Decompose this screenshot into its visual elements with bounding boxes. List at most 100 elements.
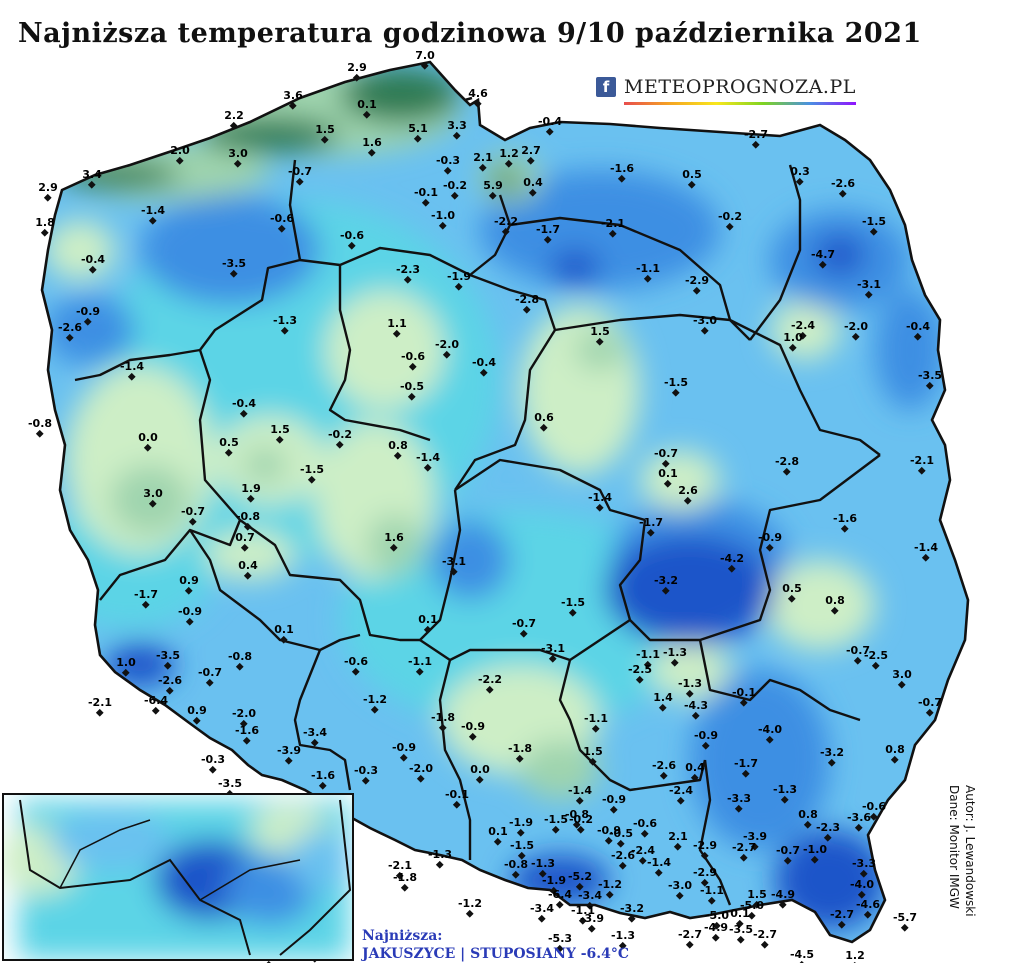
minimum-legend: Najniższa: JAKUSZYCE | STUPOSIANY -6.4°C: [362, 927, 629, 963]
temperature-label: 4.6: [468, 87, 488, 100]
temperature-label: -1.7: [536, 223, 560, 236]
station-marker: [205, 678, 214, 687]
temperature-label: -4.0: [758, 723, 782, 736]
temperature-label: -4.3: [684, 699, 708, 712]
station-marker: [760, 940, 769, 949]
temperature-label: -4.6: [856, 898, 880, 911]
temperature-label: 1.5: [590, 325, 610, 338]
station-marker: [551, 825, 560, 834]
station-marker: [739, 698, 748, 707]
temperature-label: -0.7: [654, 447, 678, 460]
temperature-label: -0.1: [445, 788, 469, 801]
station-marker: [863, 910, 872, 919]
station-marker: [403, 275, 412, 284]
temperature-label: -0.4: [906, 320, 930, 333]
station-marker: [479, 368, 488, 377]
temperature-label: -0.2: [569, 813, 593, 826]
station-marker: [673, 842, 682, 851]
temperature-label: 0.9: [187, 704, 207, 717]
station-marker: [851, 332, 860, 341]
temperature-label: -3.3: [727, 792, 751, 805]
temperature-label: -3.2: [820, 746, 844, 759]
temperature-label: 1.8: [35, 216, 55, 229]
station-marker: [361, 776, 370, 785]
station-marker: [95, 708, 104, 717]
station-marker: [288, 101, 297, 110]
station-marker: [747, 911, 756, 920]
station-marker: [765, 735, 774, 744]
station-marker: [395, 871, 404, 880]
temperature-label: -3.5: [222, 257, 246, 270]
station-labels: 2.9 7.0 4.6 3.6 0.1 2.2 1.5 5.1 3.3 1.6 -0.4 2.0 3.0…: [25, 49, 942, 962]
station-marker: [675, 891, 684, 900]
station-marker: [663, 479, 672, 488]
temperature-label: 2.0: [170, 144, 190, 157]
temperature-label: -2.7: [744, 128, 768, 141]
station-marker: [925, 708, 934, 717]
brand-name: METEOPROGNOZA.PL: [624, 76, 856, 98]
temperature-label: -2.4: [791, 319, 815, 332]
station-marker: [362, 110, 371, 119]
station-marker: [840, 524, 849, 533]
temperature-label: -2.0: [232, 707, 256, 720]
station-marker: [725, 222, 734, 231]
station-marker: [827, 758, 836, 767]
station-marker: [683, 496, 692, 505]
temperature-label: 3.0: [143, 487, 163, 500]
temperature-label: -1.1: [700, 884, 724, 897]
temperature-label: 1.2: [499, 147, 519, 160]
station-marker: [618, 861, 627, 870]
temperature-label: -1.8: [393, 871, 417, 884]
temperature-label: -1.9: [542, 874, 566, 887]
station-marker: [616, 839, 625, 848]
temperature-label: 0.1: [357, 98, 377, 111]
temperature-label: 1.5: [747, 888, 767, 901]
temperature-label: -0.9: [178, 605, 202, 618]
station-marker: [165, 686, 174, 695]
temperature-label: -1.5: [561, 596, 585, 609]
temperature-label: -0.6: [633, 817, 657, 830]
temperature-label: -0.6: [862, 800, 886, 813]
station-marker: [416, 774, 425, 783]
station-marker: [442, 350, 451, 359]
station-marker: [83, 317, 92, 326]
temperature-label: -1.9: [447, 270, 471, 283]
station-marker: [692, 286, 701, 295]
temperature-label: -3.0: [668, 879, 692, 892]
temperature-label: -3.9: [277, 744, 301, 757]
temperature-label: -1.7: [134, 588, 158, 601]
station-marker: [921, 553, 930, 562]
temperature-label: 0.5: [219, 436, 239, 449]
temperature-label: -2.4: [669, 784, 693, 797]
temperature-label: 0.1: [658, 467, 678, 480]
temperature-label: 1.6: [384, 531, 404, 544]
temperature-label: -2.0: [844, 320, 868, 333]
station-marker: [795, 177, 804, 186]
temperature-label: -0.7: [918, 696, 942, 709]
temperature-label: -0.7: [198, 666, 222, 679]
temperature-label: -0.9: [392, 741, 416, 754]
station-marker: [549, 886, 558, 895]
temperature-label: 1.6: [362, 136, 382, 149]
station-marker: [555, 944, 564, 953]
station-marker: [635, 675, 644, 684]
station-marker: [229, 121, 238, 130]
station-marker: [452, 800, 461, 809]
map-title: Najniższa temperatura godzinowa 9/10 paź…: [18, 18, 922, 49]
station-marker: [734, 804, 743, 813]
data-credit: Dane: Monitor IMGW: [947, 785, 961, 909]
station-marker: [765, 543, 774, 552]
brand-logo[interactable]: f METEOPROGNOZA.PL: [596, 74, 856, 105]
facebook-icon[interactable]: f: [596, 77, 616, 97]
temperature-label: -2.2: [478, 673, 502, 686]
temperature-label: 1.9: [241, 482, 261, 495]
temperature-label: -0.7: [776, 844, 800, 857]
station-marker: [284, 756, 293, 765]
temperature-label: 0.1: [488, 825, 508, 838]
station-marker: [242, 736, 251, 745]
station-marker: [741, 769, 750, 778]
temperature-label: -0.4: [232, 397, 256, 410]
temperature-label: -1.4: [568, 784, 592, 797]
temperature-label: -1.6: [235, 724, 259, 737]
temperature-label: -0.9: [758, 531, 782, 544]
